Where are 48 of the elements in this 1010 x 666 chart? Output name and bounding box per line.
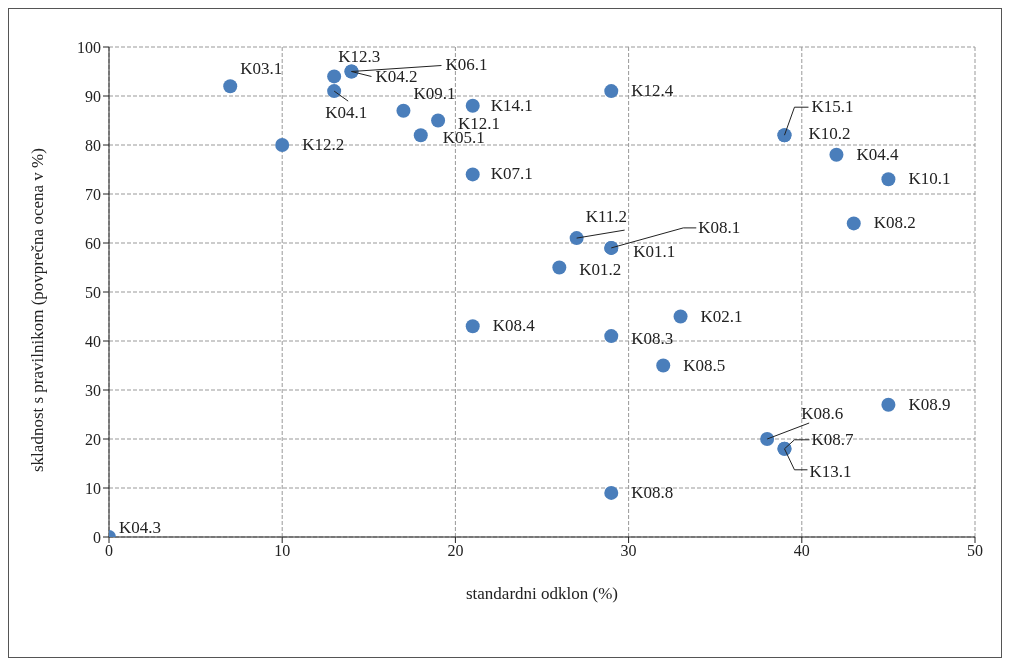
annotation: K08.9 [908, 394, 951, 414]
annotation: K03.1 [240, 59, 283, 79]
y-tick-label: 20 [85, 430, 101, 448]
annotation: K08.2 [873, 213, 916, 233]
x-tick-label: 50 [967, 542, 983, 560]
x-axis-title: standardni odklon (%) [465, 584, 619, 603]
y-tick-label: 70 [85, 185, 101, 203]
annotation: K01.2 [579, 259, 622, 279]
x-tick-label: 20 [447, 542, 464, 560]
y-tick-label: 100 [77, 38, 101, 56]
annotation: K08.3 [631, 329, 674, 349]
annotation: K08.4 [492, 316, 536, 336]
annotation: K15.1 [811, 97, 854, 117]
annotation: K06.1 [445, 54, 488, 74]
annotation: K02.1 [700, 306, 743, 326]
x-tick-label: 30 [620, 542, 637, 560]
annotation: K04.2 [375, 66, 418, 86]
annotation: K12.3 [338, 47, 381, 67]
x-tick-label: 0 [105, 542, 113, 560]
y-tick-label: 80 [85, 136, 101, 154]
annotation: K12.4 [631, 81, 674, 101]
y-tick-label: 50 [85, 283, 101, 301]
annotation: K08.8 [631, 482, 674, 502]
annotation: K10.2 [808, 124, 851, 144]
y-tick-label: 10 [85, 479, 101, 497]
y-tick-label: 30 [85, 381, 101, 399]
y-tick-label: 60 [85, 234, 101, 252]
y-tick-label: 0 [93, 528, 101, 546]
annotation: K11.2 [585, 207, 628, 227]
annotation: K04.3 [119, 518, 162, 537]
annotation: K04.1 [325, 103, 368, 123]
annotation: K09.1 [413, 83, 456, 103]
annotation: K04.4 [856, 144, 899, 164]
annotation: K08.1 [698, 217, 741, 237]
annotation: K13.1 [809, 461, 852, 481]
x-tick-label: 10 [274, 542, 291, 560]
y-tick-label: 40 [85, 332, 101, 350]
x-tick-label: 40 [793, 542, 810, 560]
annotation: K08.6 [801, 404, 844, 423]
y-axis-title: skladnost s pravilnikom (povprečna ocena v %) [28, 148, 48, 472]
annotation: K01.1 [633, 241, 676, 261]
y-tick-label: 90 [85, 87, 101, 105]
annotation: K08.5 [683, 355, 726, 375]
annotation: K12.2 [302, 135, 345, 154]
annotation: K08.7 [811, 429, 855, 449]
annotation: K07.1 [490, 164, 533, 184]
annotation: K10.1 [908, 169, 951, 189]
annotation: K14.1 [490, 95, 533, 115]
